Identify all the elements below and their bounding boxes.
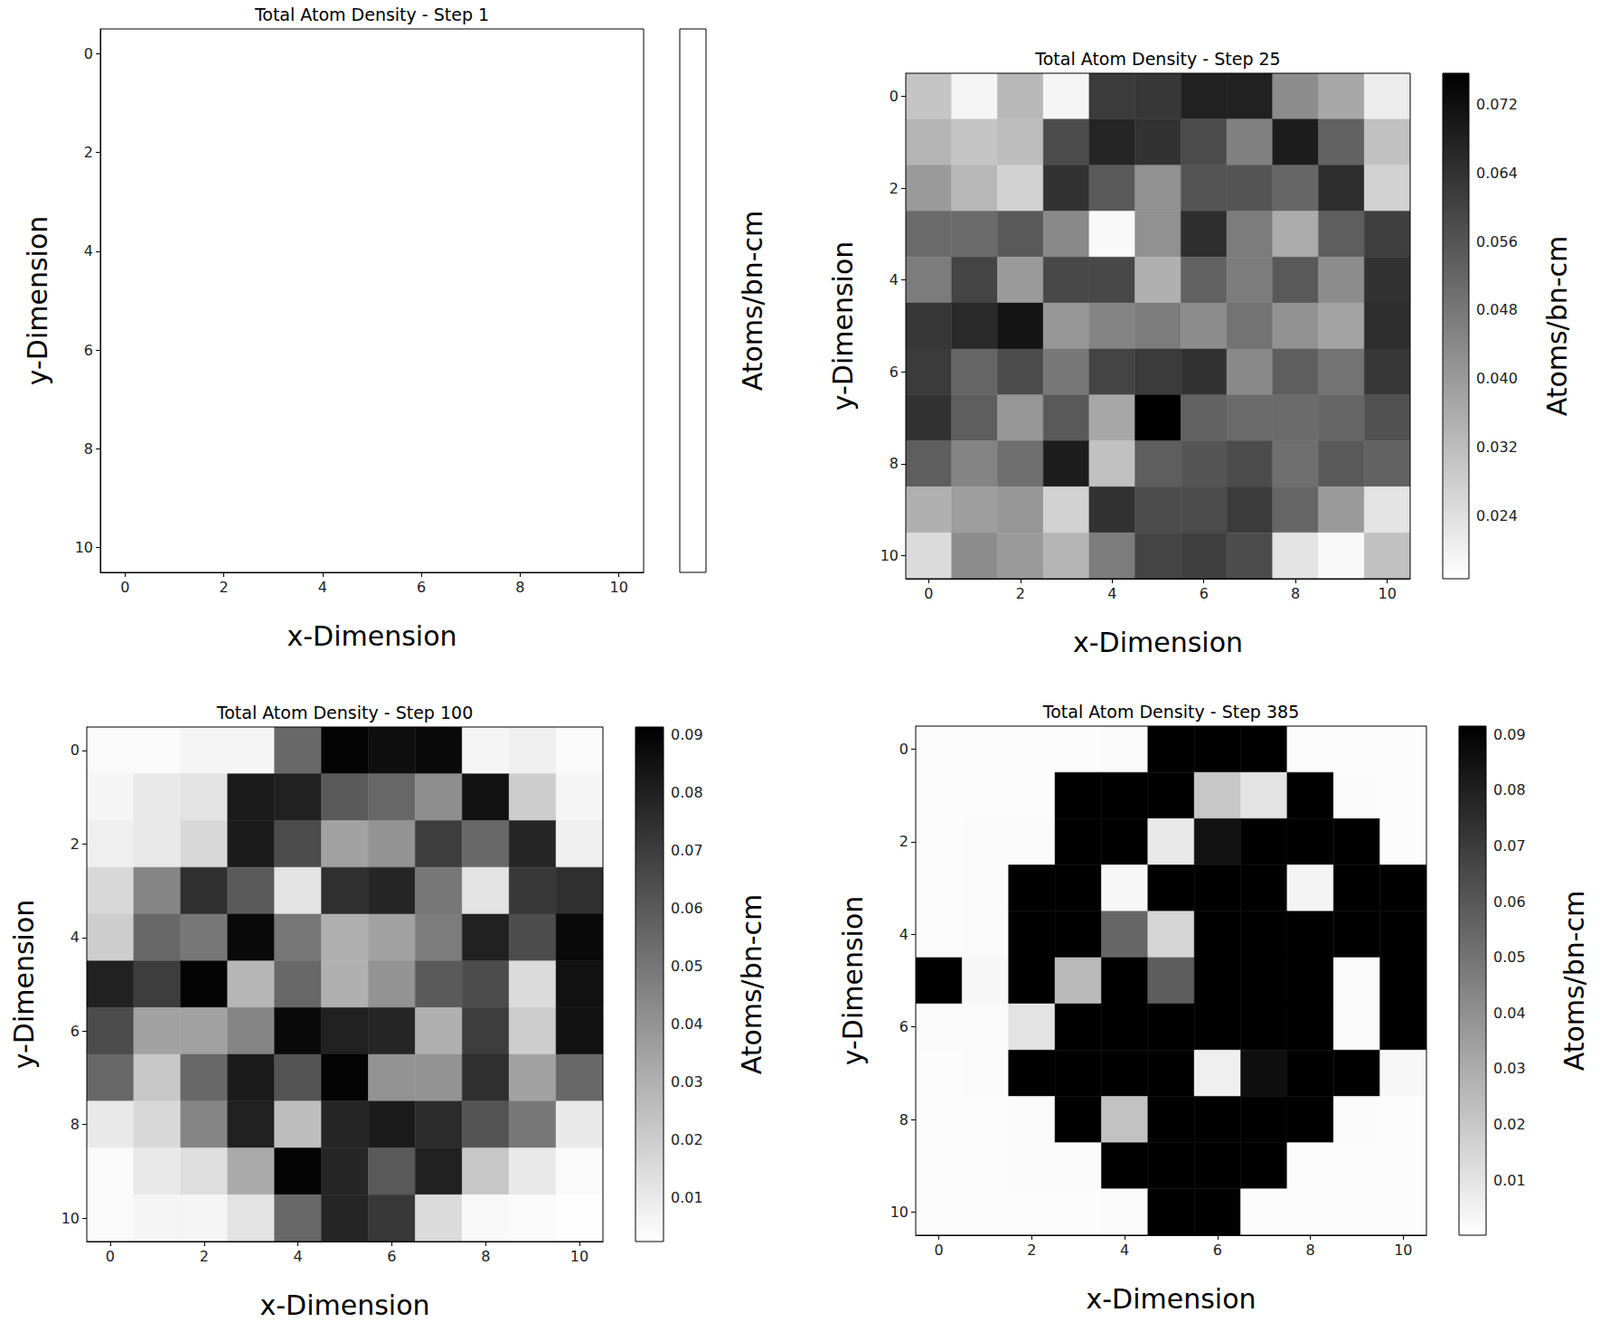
- svg-text:2: 2: [199, 1247, 209, 1265]
- svg-text:8: 8: [84, 440, 94, 458]
- svg-text:6: 6: [70, 1022, 80, 1040]
- svg-text:4: 4: [1107, 584, 1117, 603]
- svg-text:4: 4: [899, 925, 909, 943]
- svg-text:Atoms/bn-cm: Atoms/bn-cm: [736, 210, 769, 392]
- svg-text:6: 6: [386, 1247, 396, 1265]
- svg-text:2: 2: [889, 179, 899, 198]
- svg-text:8: 8: [1290, 584, 1300, 603]
- svg-text:0.04: 0.04: [670, 1015, 704, 1033]
- svg-text:2: 2: [218, 578, 228, 596]
- svg-text:0.048: 0.048: [1476, 301, 1518, 319]
- svg-text:x-Dimension: x-Dimension: [286, 620, 457, 652]
- svg-text:0.024: 0.024: [1476, 507, 1518, 525]
- svg-text:0.07: 0.07: [1493, 837, 1526, 855]
- svg-text:Atoms/bn-cm: Atoms/bn-cm: [1558, 890, 1591, 1072]
- svg-text:0: 0: [84, 45, 94, 63]
- svg-text:10: 10: [75, 538, 94, 556]
- svg-text:0.05: 0.05: [670, 957, 704, 975]
- svg-text:0.08: 0.08: [1493, 781, 1526, 799]
- svg-text:0.040: 0.040: [1476, 369, 1518, 387]
- svg-text:0.06: 0.06: [670, 899, 704, 917]
- svg-text:0.04: 0.04: [1493, 1004, 1526, 1022]
- svg-text:0: 0: [70, 741, 80, 759]
- svg-text:10: 10: [61, 1209, 80, 1227]
- svg-text:8: 8: [899, 1110, 909, 1129]
- svg-text:0.072: 0.072: [1476, 95, 1518, 113]
- svg-text:y-Dimension: y-Dimension: [21, 216, 54, 386]
- svg-text:8: 8: [889, 454, 899, 472]
- svg-text:2: 2: [1026, 1241, 1036, 1259]
- svg-text:4: 4: [84, 242, 94, 260]
- svg-text:10: 10: [890, 1203, 909, 1221]
- svg-text:10: 10: [1393, 1241, 1412, 1259]
- svg-text:0: 0: [105, 1247, 115, 1265]
- svg-text:0.03: 0.03: [1493, 1059, 1526, 1077]
- svg-text:x-Dimension: x-Dimension: [259, 1289, 430, 1321]
- svg-text:0: 0: [934, 1241, 944, 1259]
- svg-text:2: 2: [1016, 584, 1026, 603]
- svg-text:0: 0: [923, 584, 933, 603]
- svg-text:2: 2: [70, 835, 80, 853]
- svg-text:10: 10: [570, 1247, 589, 1265]
- svg-text:0.02: 0.02: [670, 1130, 704, 1149]
- svg-text:6: 6: [1213, 1241, 1223, 1259]
- svg-text:8: 8: [1305, 1241, 1315, 1259]
- svg-text:x-Dimension: x-Dimension: [1072, 626, 1243, 659]
- svg-text:y-Dimension: y-Dimension: [837, 895, 869, 1066]
- svg-text:10: 10: [610, 578, 629, 596]
- svg-text:0.01: 0.01: [670, 1188, 704, 1206]
- svg-text:8: 8: [515, 578, 525, 596]
- svg-text:x-Dimension: x-Dimension: [1085, 1282, 1256, 1315]
- svg-text:Total Atom Density - Step 25: Total Atom Density - Step 25: [1034, 48, 1280, 69]
- svg-text:0.064: 0.064: [1476, 164, 1518, 182]
- svg-text:6: 6: [899, 1017, 909, 1036]
- svg-text:0: 0: [120, 578, 130, 596]
- svg-text:Total Atom Density - Step 100: Total Atom Density - Step 100: [216, 702, 473, 723]
- svg-text:0.01: 0.01: [1493, 1171, 1526, 1189]
- svg-text:0.02: 0.02: [1493, 1115, 1526, 1133]
- svg-text:10: 10: [1377, 584, 1396, 603]
- svg-text:8: 8: [70, 1115, 80, 1133]
- svg-text:6: 6: [84, 341, 94, 359]
- svg-text:0.05: 0.05: [1493, 948, 1526, 966]
- svg-text:0: 0: [899, 740, 909, 758]
- svg-text:4: 4: [889, 271, 899, 289]
- svg-text:Total Atom Density - Step 385: Total Atom Density - Step 385: [1042, 701, 1299, 722]
- svg-text:4: 4: [70, 928, 80, 946]
- svg-text:y-Dimension: y-Dimension: [827, 241, 859, 412]
- svg-text:6: 6: [416, 578, 426, 596]
- svg-text:6: 6: [889, 363, 899, 381]
- svg-text:0.06: 0.06: [1493, 893, 1526, 911]
- svg-text:Total Atom Density - Step 1: Total Atom Density - Step 1: [254, 4, 490, 25]
- svg-text:0: 0: [889, 87, 899, 105]
- svg-text:10: 10: [880, 546, 899, 565]
- svg-text:Atoms/bn-cm: Atoms/bn-cm: [1541, 235, 1573, 417]
- svg-text:4: 4: [318, 578, 328, 596]
- svg-text:0.09: 0.09: [670, 725, 704, 744]
- svg-text:0.07: 0.07: [670, 841, 704, 859]
- svg-text:Atoms/bn-cm: Atoms/bn-cm: [735, 894, 768, 1075]
- svg-text:y-Dimension: y-Dimension: [8, 899, 40, 1070]
- svg-text:8: 8: [480, 1247, 490, 1265]
- svg-text:6: 6: [1199, 584, 1209, 603]
- svg-text:2: 2: [84, 143, 94, 161]
- svg-text:0.08: 0.08: [670, 783, 704, 801]
- svg-text:4: 4: [292, 1247, 302, 1265]
- svg-text:0.056: 0.056: [1476, 233, 1518, 251]
- svg-text:4: 4: [1120, 1241, 1130, 1259]
- svg-text:2: 2: [899, 832, 909, 850]
- svg-text:0.09: 0.09: [1493, 725, 1526, 744]
- svg-text:0.03: 0.03: [670, 1072, 704, 1091]
- svg-text:0.032: 0.032: [1476, 438, 1518, 456]
